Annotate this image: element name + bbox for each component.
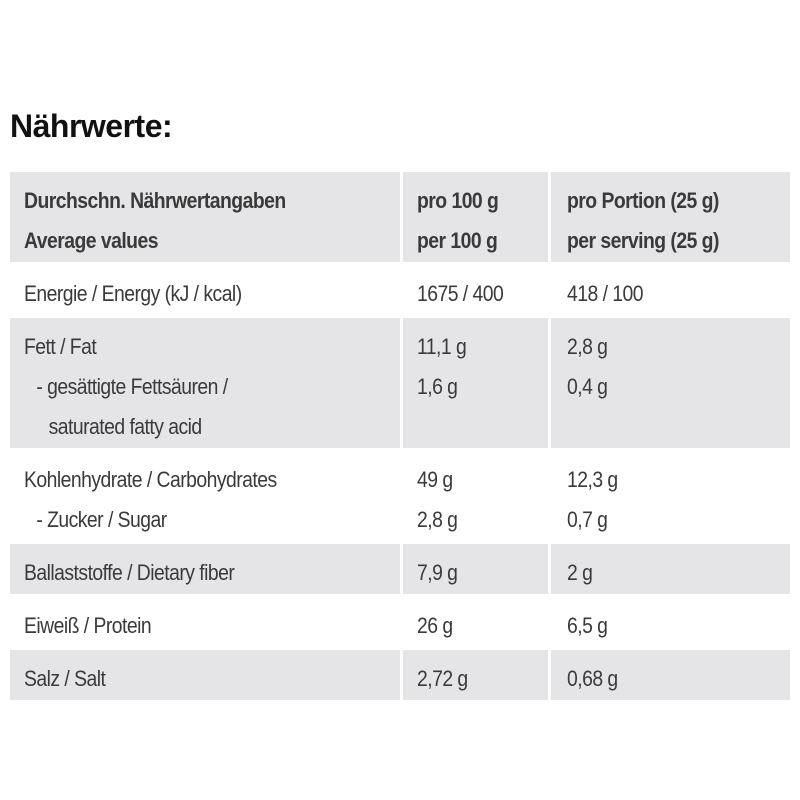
table-cell: 26 g: [403, 597, 548, 647]
cell-text: Salz / Salt: [24, 666, 106, 691]
table-cell: 7,9 g: [403, 544, 548, 594]
table-cell: 49 g 2,8 g: [403, 451, 548, 541]
table-cell: Salz / Salt: [10, 650, 400, 700]
cell-text: 6,5 g: [567, 613, 608, 638]
cell-text: Kohlenhydrate / Carbohydrates: [24, 467, 277, 492]
cell-text: saturated fatty acid: [48, 414, 203, 439]
table-cell: Ballaststoffe / Dietary fiber: [10, 544, 400, 594]
cell-text: Eiweiß / Protein: [24, 613, 152, 638]
cell-text: 0,68 g: [567, 666, 618, 691]
cell-text: per serving (25 g): [567, 228, 719, 253]
cell-text: 0,7 g: [567, 507, 608, 532]
table-cell: 0,68 g: [551, 650, 790, 700]
cell-text: pro 100 g: [417, 188, 499, 213]
cell-text: 7,9 g: [417, 560, 458, 585]
cell-text: 11,1 g: [417, 334, 467, 359]
header-cell: pro 100 g per 100 g: [403, 172, 548, 262]
header-cell: Durchschn. Nährwertangaben Average values: [10, 172, 400, 262]
cell-text: 0,4 g: [567, 374, 608, 399]
cell-text: 1675 / 400: [417, 281, 504, 306]
header-cell: pro Portion (25 g) per serving (25 g): [551, 172, 790, 262]
table-cell: 6,5 g: [551, 597, 790, 647]
cell-text: 418 / 100: [567, 281, 644, 306]
cell-text: 49 g: [417, 467, 453, 492]
cell-text: 2,72 g: [417, 666, 468, 691]
cell-text: Durchschn. Nährwertangaben: [24, 188, 286, 213]
table-cell: 418 / 100: [551, 265, 790, 315]
table-cell: 2 g: [551, 544, 790, 594]
title: Nährwerte:: [10, 108, 173, 144]
table-cell: 1675 / 400: [403, 265, 548, 315]
cell-text: 2,8 g: [417, 507, 458, 532]
cell-text: - Zucker / Sugar: [36, 507, 167, 532]
cell-text: 1,6 g: [417, 374, 458, 399]
table-cell: 2,72 g: [403, 650, 548, 700]
cell-text: Ballaststoffe / Dietary fiber: [24, 560, 235, 585]
table-cell: Energie / Energy (kJ / kcal): [10, 265, 400, 315]
cell-text: per 100 g: [417, 228, 498, 253]
table-cell: 12,3 g 0,7 g: [551, 451, 790, 541]
table-cell: Fett / Fat - gesättigte Fettsäuren / satur…: [10, 318, 400, 448]
cell-text: Average values: [24, 228, 158, 253]
cell-text: 26 g: [417, 613, 453, 638]
table-cell: Kohlenhydrate / Carbohydrates - Zucker / …: [10, 451, 400, 541]
table-cell: 2,8 g 0,4 g: [551, 318, 790, 448]
table-cell: Eiweiß / Protein: [10, 597, 400, 647]
table-cell: 11,1 g 1,6 g: [403, 318, 548, 448]
cell-text: 2 g: [567, 560, 593, 585]
cell-text: pro Portion (25 g): [567, 188, 719, 213]
cell-text: 12,3 g: [567, 467, 618, 492]
cell-text: - gesättigte Fettsäuren /: [36, 374, 228, 399]
cell-text: 2,8 g: [567, 334, 608, 359]
cell-text: Energie / Energy (kJ / kcal): [24, 281, 242, 306]
cell-text: Fett / Fat: [24, 334, 97, 359]
